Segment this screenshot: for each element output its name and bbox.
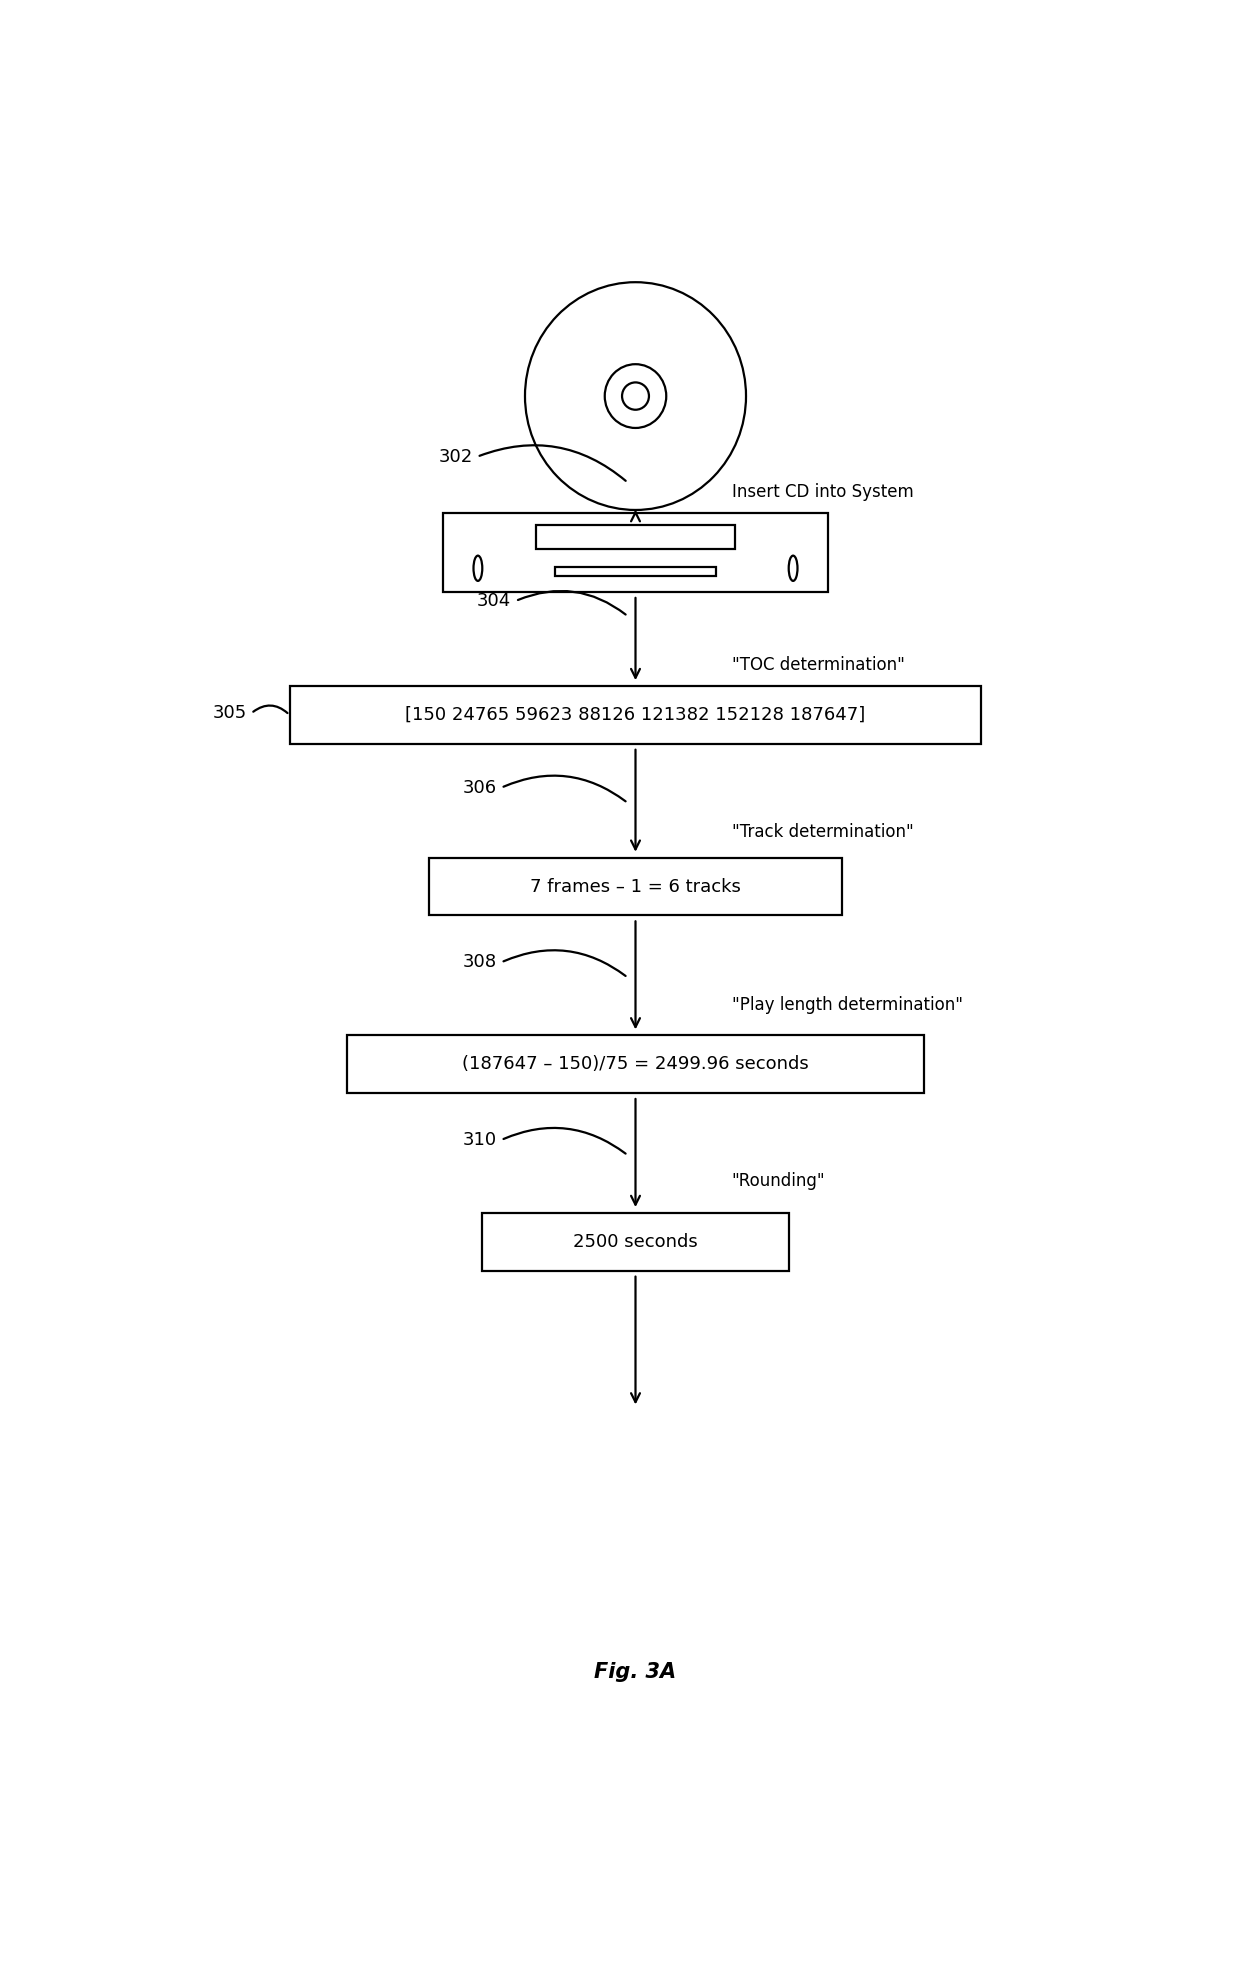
Text: 7 frames – 1 = 6 tracks: 7 frames – 1 = 6 tracks xyxy=(529,878,742,895)
Ellipse shape xyxy=(622,383,649,410)
Text: 2500 seconds: 2500 seconds xyxy=(573,1232,698,1250)
Text: "Rounding": "Rounding" xyxy=(732,1171,826,1191)
Text: "Play length determination": "Play length determination" xyxy=(732,996,962,1014)
FancyBboxPatch shape xyxy=(481,1213,789,1270)
Text: Fig. 3A: Fig. 3A xyxy=(594,1662,677,1682)
FancyBboxPatch shape xyxy=(347,1035,924,1092)
FancyBboxPatch shape xyxy=(429,858,842,915)
Text: (187647 – 150)/75 = 2499.96 seconds: (187647 – 150)/75 = 2499.96 seconds xyxy=(463,1055,808,1073)
Text: Insert CD into System: Insert CD into System xyxy=(732,483,914,501)
Text: 310: 310 xyxy=(463,1132,497,1150)
FancyBboxPatch shape xyxy=(554,566,717,576)
Text: 306: 306 xyxy=(463,779,497,797)
Text: "Track determination": "Track determination" xyxy=(732,822,914,840)
FancyBboxPatch shape xyxy=(444,513,828,592)
Text: 302: 302 xyxy=(439,448,472,465)
Text: "TOC determination": "TOC determination" xyxy=(732,657,904,674)
Text: 304: 304 xyxy=(477,592,511,609)
Text: 308: 308 xyxy=(463,952,497,972)
FancyBboxPatch shape xyxy=(536,525,735,548)
FancyBboxPatch shape xyxy=(290,686,982,743)
Text: 305: 305 xyxy=(213,704,247,722)
Text: [150 24765 59623 88126 121382 152128 187647]: [150 24765 59623 88126 121382 152128 187… xyxy=(405,706,866,724)
